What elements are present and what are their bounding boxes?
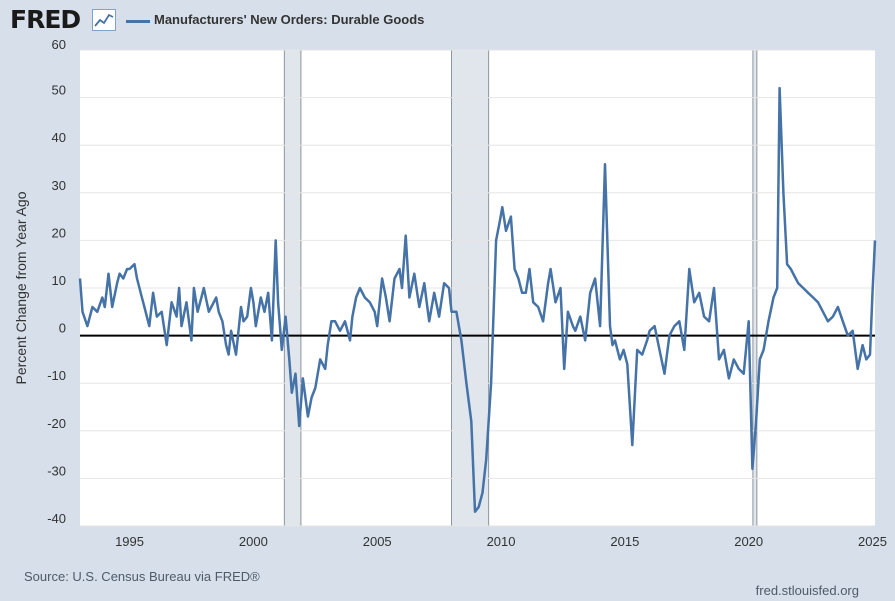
x-axis-ticks: 1995 2000 2005 2010 2015 2020 2025 bbox=[115, 534, 887, 549]
y-tick-label: -40 bbox=[47, 511, 66, 526]
y-tick-label: 50 bbox=[52, 83, 66, 98]
y-axis-ticks: 60 50 40 30 20 10 0 -10 -20 -30 -40 bbox=[47, 37, 66, 526]
x-tick-label: 2005 bbox=[363, 534, 392, 549]
y-tick-label: 60 bbox=[52, 37, 66, 52]
x-tick-label: 2010 bbox=[487, 534, 516, 549]
y-tick-label: 20 bbox=[52, 225, 66, 240]
line-graph-icon bbox=[92, 9, 116, 31]
y-tick-label: -10 bbox=[47, 368, 66, 383]
y-tick-label: 0 bbox=[59, 321, 66, 336]
x-tick-label: 2015 bbox=[610, 534, 639, 549]
y-tick-label: 40 bbox=[52, 130, 66, 145]
x-tick-label: 2025 bbox=[858, 534, 887, 549]
series-line bbox=[78, 86, 877, 513]
x-tick-label: 1995 bbox=[115, 534, 144, 549]
y-tick-label: 30 bbox=[52, 178, 66, 193]
legend-label: Manufacturers' New Orders: Durable Goods bbox=[154, 12, 425, 27]
x-tick-label: 2020 bbox=[734, 534, 763, 549]
y-tick-label: 10 bbox=[52, 273, 66, 288]
site-link[interactable]: fred.stlouisfed.org bbox=[755, 583, 859, 598]
chart-header: FRED Manufacturers' New Orders: Durable … bbox=[0, 0, 895, 40]
fred-logo[interactable]: FRED bbox=[10, 5, 81, 34]
y-tick-label: -30 bbox=[47, 463, 66, 478]
source-note: Source: U.S. Census Bureau via FRED® bbox=[24, 569, 260, 584]
y-axis-label: Percent Change from Year Ago bbox=[13, 191, 29, 384]
legend-swatch bbox=[126, 20, 150, 23]
x-tick-label: 2000 bbox=[239, 534, 268, 549]
y-tick-label: -20 bbox=[47, 416, 66, 431]
